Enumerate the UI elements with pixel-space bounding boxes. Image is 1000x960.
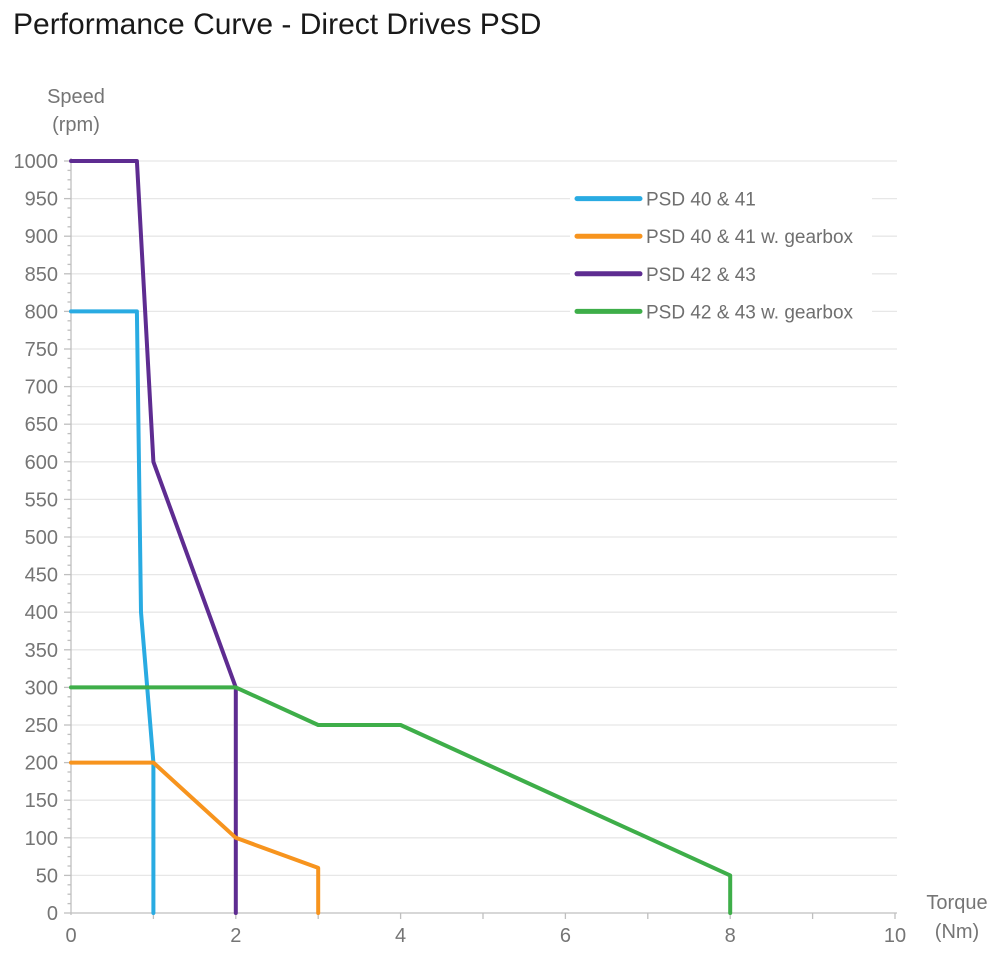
y-tick-label-650: 650 xyxy=(25,414,58,436)
x-tick-label-6: 6 xyxy=(560,925,571,947)
x-tick-label-8: 8 xyxy=(725,925,736,947)
legend-label-2: PSD 40 & 41 w. gearbox xyxy=(646,227,854,248)
y-tick-label-50: 50 xyxy=(36,865,58,887)
y-tick-label-700: 700 xyxy=(25,377,58,399)
y-tick-label-0: 0 xyxy=(47,903,58,925)
x-tick-label-0: 0 xyxy=(65,925,76,947)
y-tick-label-150: 150 xyxy=(25,790,58,812)
legend: PSD 40 & 41 PSD 40 & 41 w. gearbox PSD 42 … xyxy=(570,186,872,325)
x-tick-label-2: 2 xyxy=(230,925,241,947)
y-tick-label-450: 450 xyxy=(25,565,58,587)
x-tick-label-4: 4 xyxy=(395,925,406,947)
y-axis-title-line1: Speed xyxy=(47,86,105,108)
y-tick-label-900: 900 xyxy=(25,226,58,248)
y-tick-label-400: 400 xyxy=(25,602,58,624)
y-tick-label-850: 850 xyxy=(25,264,58,286)
y-axis-title-line2: (rpm) xyxy=(52,114,100,136)
y-tick-label-250: 250 xyxy=(25,715,58,737)
series-line-1 xyxy=(69,309,156,915)
series-lines xyxy=(69,159,733,915)
y-tick-label-100: 100 xyxy=(25,828,58,850)
x-tick-label-10: 10 xyxy=(884,925,906,947)
y-tick-label-1000: 1000 xyxy=(14,151,59,173)
series-line-3 xyxy=(69,159,238,915)
y-tick-label-950: 950 xyxy=(25,189,58,211)
axes xyxy=(64,158,897,919)
x-axis-title-line1: Torque xyxy=(926,892,987,914)
y-tick-label-300: 300 xyxy=(25,677,58,699)
legend-label-1: PSD 40 & 41 xyxy=(646,190,756,211)
legend-label-3: PSD 42 & 43 xyxy=(646,265,756,286)
series-line-2 xyxy=(69,760,321,915)
y-tick-label-550: 550 xyxy=(25,489,58,511)
legend-background xyxy=(570,186,872,325)
y-tick-label-600: 600 xyxy=(25,452,58,474)
series-line-4 xyxy=(69,685,733,915)
y-tick-label-750: 750 xyxy=(25,339,58,361)
chart-title: Performance Curve - Direct Drives PSD xyxy=(13,8,542,41)
y-tick-label-500: 500 xyxy=(25,527,58,549)
x-tick-labels: 0 2 4 6 8 10 xyxy=(65,925,906,947)
y-tick-label-200: 200 xyxy=(25,753,58,775)
x-axis-title-line2: (Nm) xyxy=(935,921,979,943)
y-tick-label-350: 350 xyxy=(25,640,58,662)
y-tick-labels: 0 50 100 150 200 250 300 350 400 450 500 550 600 650 7… xyxy=(14,151,59,925)
y-tick-label-800: 800 xyxy=(25,301,58,323)
legend-label-4: PSD 42 & 43 w. gearbox xyxy=(646,302,854,323)
